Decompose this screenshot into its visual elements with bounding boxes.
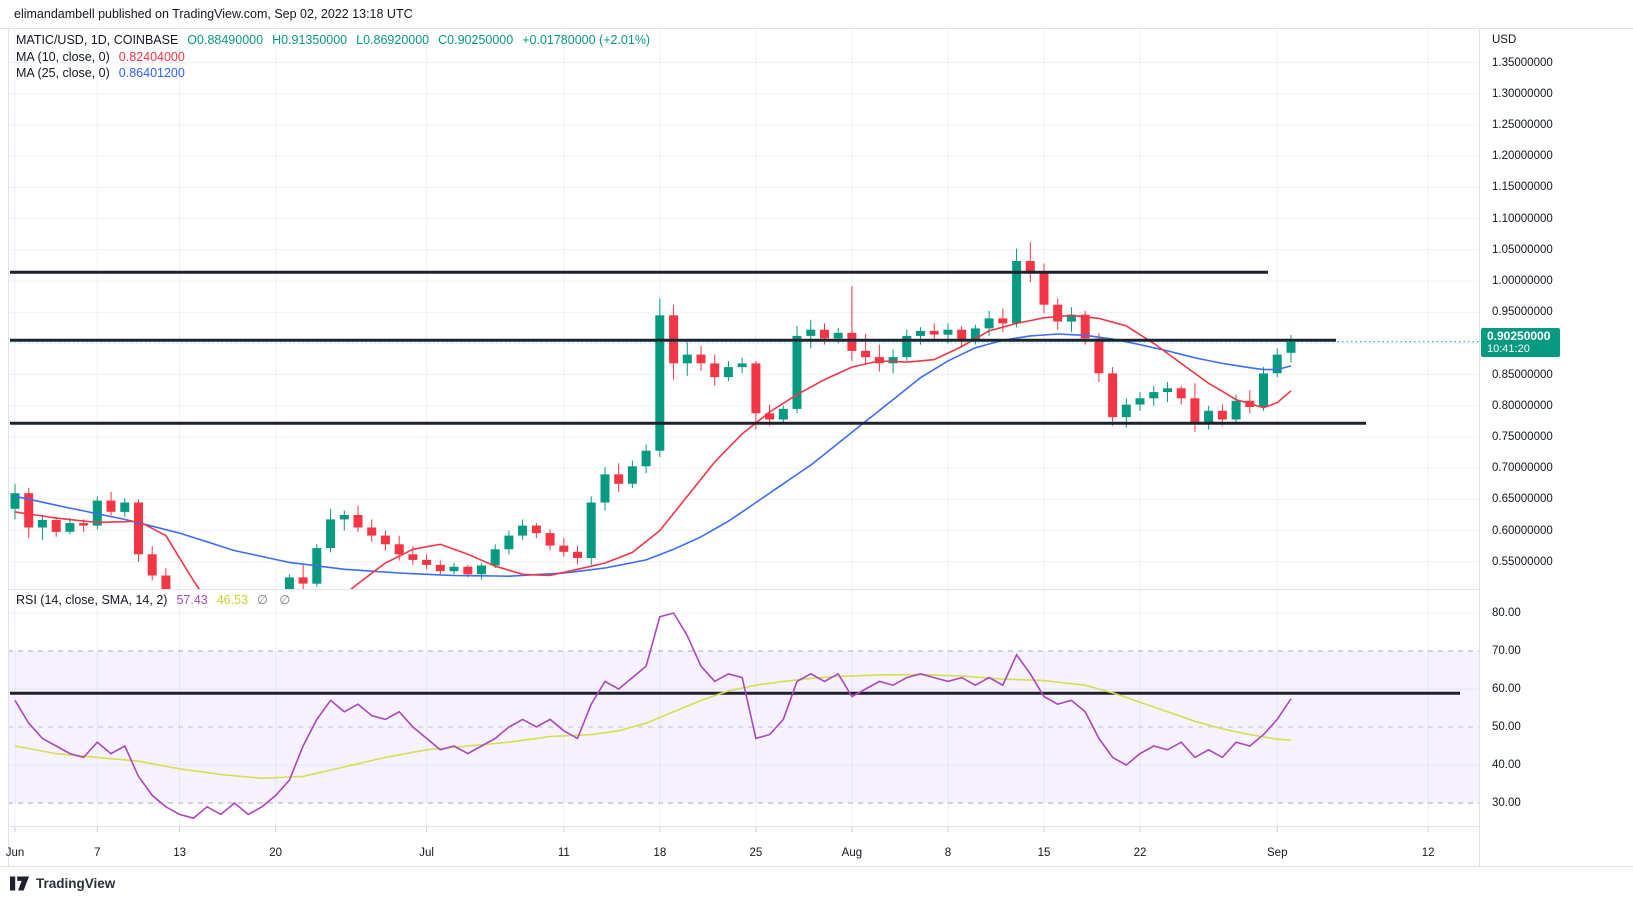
rsi-sma-value: 46.53	[216, 592, 249, 607]
rsi-axis-label: 70.00	[1492, 645, 1521, 657]
rsi-axis-label: 30.00	[1492, 797, 1521, 809]
time-axis-label: 22	[1133, 847, 1147, 859]
rsi-sma-line	[14, 673, 1292, 780]
price-axis-label: 0.55000000	[1492, 555, 1553, 568]
rsi-empty-values: ∅ ∅	[257, 593, 295, 607]
main-symbol-legend[interactable]: MATIC/USD, 1D, COINBASE O0.88490000 H0.9…	[16, 33, 650, 47]
price-axis-label: 1.00000000	[1492, 275, 1553, 287]
time-axis-label: 11	[557, 847, 570, 859]
ohlc-high: H0.91350000	[272, 33, 348, 47]
ma25-legend[interactable]: MA (25, close, 0) 0.86401200	[16, 66, 185, 80]
time-axis-label: 8	[944, 847, 952, 859]
badge-price: 0.90250000	[1487, 329, 1551, 343]
rsi-axis-label: 60.00	[1492, 683, 1521, 695]
footer-brand[interactable]: TradingView	[10, 876, 115, 891]
ohlc-close: C0.90250000	[438, 33, 514, 47]
price-axis-label: 1.05000000	[1492, 243, 1553, 256]
ma10-line	[14, 314, 1292, 589]
ma25-label: MA (25, close, 0)	[16, 66, 110, 80]
price-axis-label: 1.20000000	[1492, 150, 1553, 163]
rsi-line	[14, 612, 1292, 820]
time-axis-label: 13	[173, 847, 187, 859]
rsi-axis-label: 40.00	[1492, 759, 1521, 771]
ohlc-low: L0.86920000	[356, 33, 430, 47]
rsi-axis-label: 50.00	[1492, 721, 1521, 733]
time-axis-label: 25	[749, 847, 763, 859]
price-axis-label: 1.30000000	[1492, 87, 1553, 100]
price-axis-label: 1.35000000	[1492, 56, 1553, 69]
price-axis-label: 0.80000000	[1492, 399, 1553, 412]
time-axis-label: 7	[94, 847, 101, 859]
symbol-title: MATIC/USD, 1D, COINBASE	[16, 33, 179, 47]
publish-line: elimandambell published on TradingView.c…	[14, 7, 413, 21]
price-axis-label: 0.75000000	[1492, 431, 1553, 443]
price-axis-label: 0.60000000	[1492, 524, 1553, 537]
time-axis-label: 15	[1037, 847, 1051, 859]
time-axis-label: 12	[1421, 847, 1435, 859]
ohlc-open: O0.88490000	[187, 33, 264, 47]
price-axis-label: 0.65000000	[1492, 493, 1553, 506]
price-axis-label: 1.25000000	[1492, 119, 1553, 131]
ohlc-change: +0.01780000 (+2.01%)	[522, 33, 651, 47]
ma25-line	[14, 333, 1292, 578]
rsi-label: RSI (14, close, SMA, 14, 2)	[16, 592, 168, 607]
ma10-value: 0.82404000	[118, 50, 185, 64]
price-axis-label: 0.85000000	[1492, 368, 1553, 381]
candles-layer	[10, 242, 1296, 589]
current-price-badge: 0.90250000 10:41:20	[1481, 328, 1560, 357]
time-axis-label: Aug	[841, 847, 863, 859]
tradingview-brand-text: TradingView	[36, 876, 116, 891]
rsi-value: 57.43	[176, 592, 208, 607]
time-axis-label: Jun	[5, 847, 25, 859]
time-axis-label: Jul	[419, 847, 434, 859]
ma10-label: MA (10, close, 0)	[16, 50, 110, 64]
ma10-legend[interactable]: MA (10, close, 0) 0.82404000	[16, 50, 185, 64]
price-axis-label: 0.70000000	[1492, 462, 1553, 475]
rsi-legend[interactable]: RSI (14, close, SMA, 14, 2) 57.43 46.53 …	[16, 592, 295, 608]
price-axis-label: 0.95000000	[1492, 306, 1553, 319]
time-axis-label: 18	[653, 847, 667, 859]
axis-currency-label: USD	[1492, 34, 1517, 46]
time-axis-label: 20	[269, 847, 283, 859]
ma25-value: 0.86401200	[118, 66, 185, 80]
price-axis-label: 1.10000000	[1492, 212, 1553, 225]
badge-countdown: 10:41:20	[1487, 343, 1530, 355]
rsi-axis-label: 80.00	[1492, 607, 1521, 619]
price-axis-label: 1.15000000	[1492, 181, 1553, 194]
tradingview-logo-icon	[10, 876, 29, 891]
time-axis-label: Sep	[1267, 847, 1288, 859]
